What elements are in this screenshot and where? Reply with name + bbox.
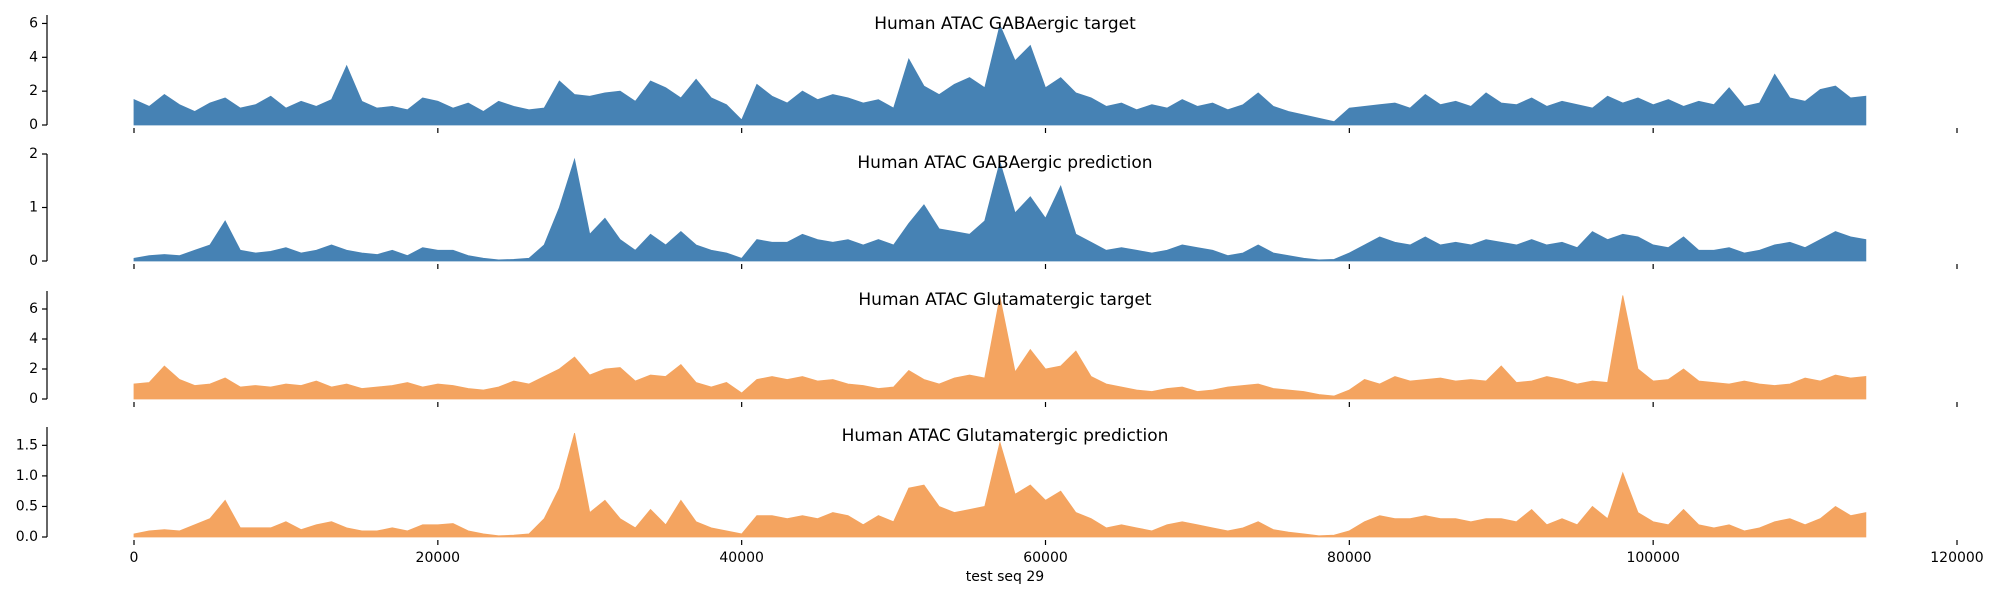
y-tick-label: 4 <box>29 49 38 65</box>
y-tick-label: 0.5 <box>16 498 38 514</box>
x-axis-label: test seq 29 <box>966 569 1044 585</box>
chart-title: Human ATAC Glutamatergic prediction <box>842 426 1169 446</box>
y-tick-label: 0 <box>29 391 38 407</box>
y-tick-label: 1 <box>29 200 38 216</box>
area <box>133 23 1867 126</box>
y-tick-label: 0.0 <box>16 529 38 545</box>
chart-title: Human ATAC Glutamatergic target <box>858 290 1152 310</box>
area <box>133 295 1867 400</box>
x-tick-label: 0 <box>130 550 139 566</box>
x-tick-label: 40000 <box>719 550 764 566</box>
y-tick-label: 2 <box>29 146 38 162</box>
y-tick-label: 0 <box>29 253 38 269</box>
y-tick-label: 2 <box>29 83 38 99</box>
area <box>133 433 1867 538</box>
y-tick-label: 0 <box>29 117 38 133</box>
x-tick-label: 100000 <box>1626 550 1679 566</box>
area <box>133 157 1867 262</box>
x-tick-label: 80000 <box>1327 550 1372 566</box>
chart-title: Human ATAC GABAergic prediction <box>857 153 1152 173</box>
y-tick-label: 1.5 <box>16 437 38 453</box>
y-tick-label: 4 <box>29 331 38 347</box>
x-tick-label: 120000 <box>1930 550 1983 566</box>
y-tick-label: 1.0 <box>16 468 38 484</box>
chart-title: Human ATAC GABAergic target <box>874 14 1136 34</box>
y-tick-label: 6 <box>29 301 38 317</box>
y-tick-label: 2 <box>29 361 38 377</box>
x-tick-label: 60000 <box>1023 550 1068 566</box>
y-tick-label: 6 <box>29 15 38 31</box>
x-tick-label: 20000 <box>416 550 461 566</box>
